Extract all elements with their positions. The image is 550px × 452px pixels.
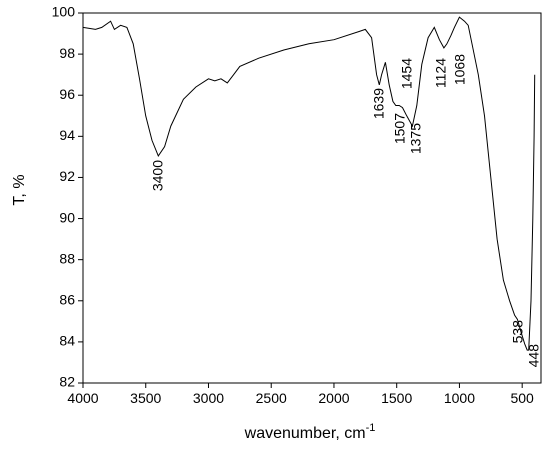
y-tick-label: 98: [59, 45, 75, 61]
y-tick-label: 88: [59, 250, 75, 266]
x-tick-label: 500: [510, 390, 534, 406]
x-tick-label: 1000: [444, 390, 475, 406]
peak-label: 448: [526, 344, 542, 368]
y-tick-label: 90: [59, 209, 75, 225]
peak-label: 1124: [433, 58, 449, 88]
peak-label: 1639: [371, 88, 387, 119]
plot-frame: [82, 12, 542, 384]
x-axis-label-sup: -1: [366, 422, 376, 434]
peak-label: 1068: [452, 54, 468, 85]
y-tick-label: 96: [59, 86, 75, 102]
y-tick-label: 100: [52, 4, 76, 20]
peak-label: 3400: [150, 160, 166, 191]
y-tick-label: 94: [59, 127, 75, 143]
peak-label: 1454: [399, 58, 415, 89]
y-tick-label: 84: [59, 333, 75, 349]
y-tick-label: 86: [59, 291, 75, 307]
x-tick-label: 1500: [381, 390, 412, 406]
peak-label: 1507: [392, 113, 408, 144]
x-axis-label-main: wavenumber, cm: [244, 425, 366, 442]
x-tick-label: 4000: [67, 390, 98, 406]
y-tick-label: 92: [59, 168, 75, 184]
spectrum-line: [82, 16, 536, 351]
y-tick-label: 82: [59, 374, 75, 390]
x-tick-label: 3500: [130, 390, 161, 406]
x-axis-label: wavenumber, cm-1: [244, 422, 376, 442]
y-axis-label: T, %: [11, 174, 28, 205]
peak-label: 1375: [408, 123, 424, 154]
peak-label: 538: [510, 320, 526, 344]
x-tick-label: 3000: [193, 390, 224, 406]
x-tick-label: 2000: [318, 390, 349, 406]
x-tick-label: 2500: [256, 390, 287, 406]
